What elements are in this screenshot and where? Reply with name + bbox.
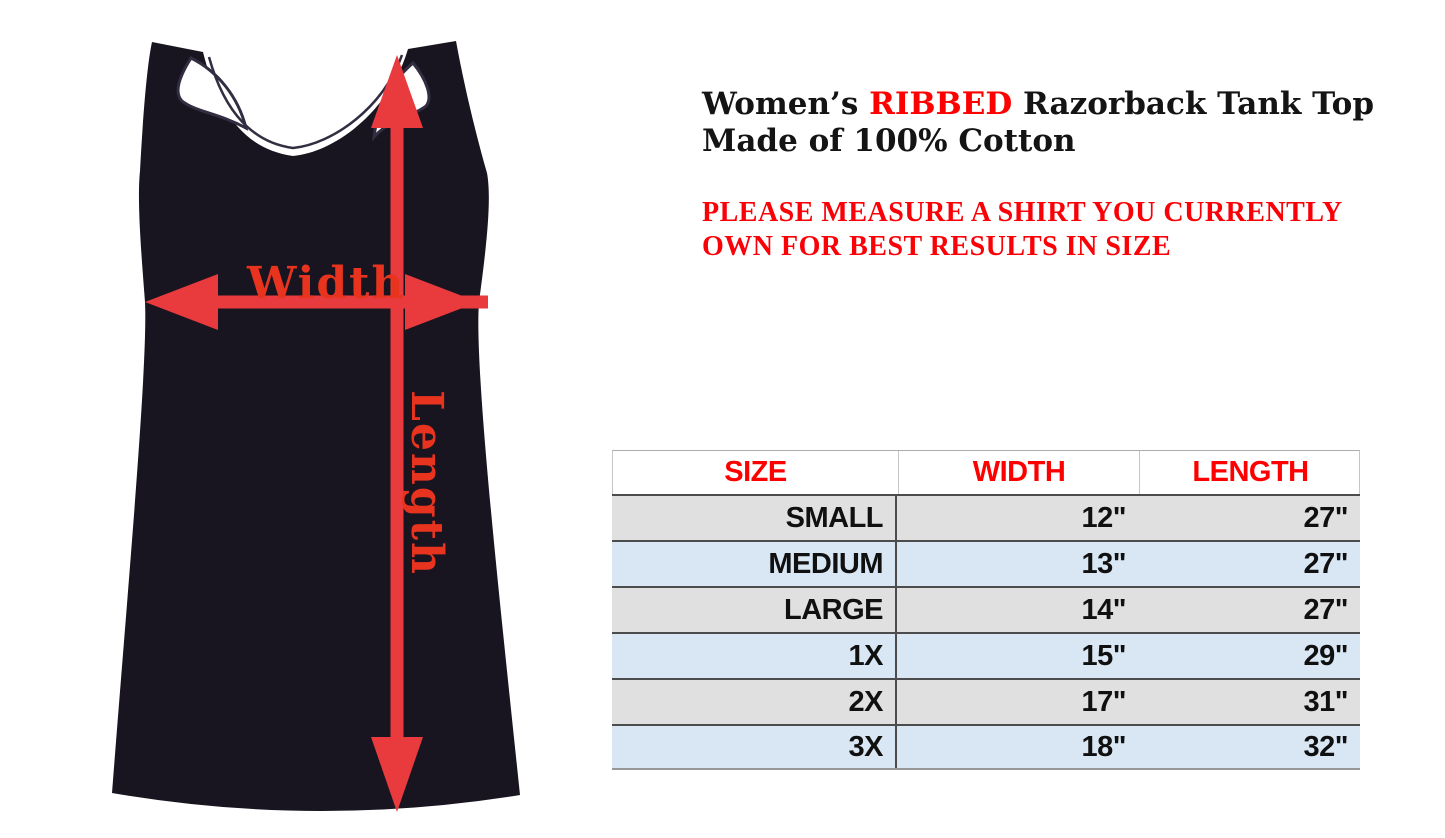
care-warning: PLEASE MEASURE A SHIRT YOU CURRENTLY OWN… [702, 196, 1343, 264]
table-row-medium: MEDIUM 13" 27" [612, 540, 1360, 586]
tank-top-image [112, 41, 520, 812]
size-chart-table: SIZE WIDTH LENGTH SMALL 12" 27" MEDIUM 1… [612, 450, 1360, 770]
title-part1: Women’s [702, 86, 870, 122]
width-cell: 12" [1081, 501, 1126, 534]
length-cell: 32" [1303, 730, 1348, 763]
table-row-2x: 2X 17" 31" [612, 678, 1360, 724]
product-title: Women’s RIBBED Razorback Tank Top Made o… [702, 86, 1374, 160]
length-cell: 29" [1303, 639, 1348, 672]
left-armhole-cutout [176, 56, 249, 131]
table-row-3x: 3X 18" 32" [612, 724, 1360, 770]
size-cell: LARGE [612, 588, 897, 632]
care-warning-line1: PLEASE MEASURE A SHIRT YOU CURRENTLY [702, 197, 1343, 228]
table-row-1x: 1X 15" 29" [612, 632, 1360, 678]
length-label: Length [401, 390, 452, 577]
width-cell: 17" [1081, 685, 1126, 718]
size-chart-header-row: SIZE WIDTH LENGTH [612, 450, 1360, 494]
neckline-band [207, 54, 404, 150]
header-size: SIZE [724, 456, 787, 488]
width-arrow [145, 274, 488, 330]
title-part2: Razorback Tank Top [1012, 86, 1375, 122]
length-cell: 27" [1303, 547, 1348, 580]
length-cell: 27" [1303, 593, 1348, 626]
width-cell: 13" [1081, 547, 1126, 580]
length-cell: 31" [1303, 685, 1348, 718]
width-cell: 18" [1081, 730, 1126, 763]
table-row-large: LARGE 14" 27" [612, 586, 1360, 632]
size-cell: 3X [612, 726, 897, 768]
header-width: WIDTH [898, 451, 1139, 494]
size-cell: 2X [612, 680, 897, 724]
size-cell: SMALL [612, 496, 897, 540]
tank-top-silhouette [112, 41, 520, 812]
table-row-small: SMALL 12" 27" [612, 494, 1360, 540]
product-title-line2: Made of 100% Cotton [702, 123, 1076, 159]
length-cell: 27" [1303, 501, 1348, 534]
size-cell: 1X [612, 634, 897, 678]
width-label: Width [247, 258, 406, 309]
length-arrow [371, 55, 423, 812]
width-cell: 14" [1081, 593, 1126, 626]
product-title-line1: Women’s RIBBED Razorback Tank Top [702, 86, 1374, 123]
size-cell: MEDIUM [612, 542, 897, 586]
header-length: LENGTH [1139, 451, 1361, 494]
title-ribbed-highlight: RIBBED [869, 86, 1013, 122]
care-warning-line2: OWN FOR BEST RESULTS IN SIZE [702, 231, 1172, 262]
width-cell: 15" [1081, 639, 1126, 672]
